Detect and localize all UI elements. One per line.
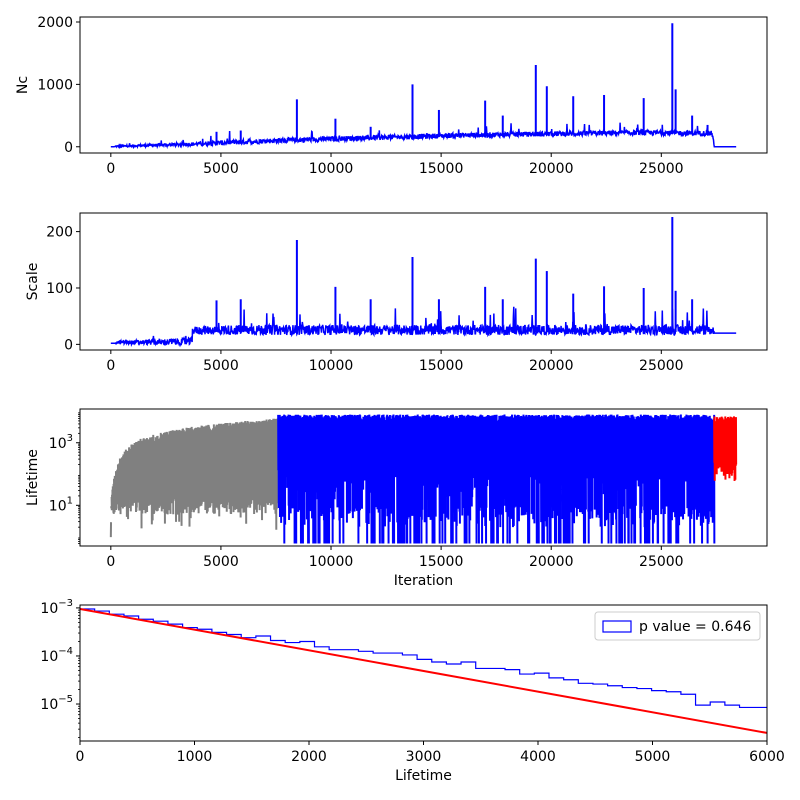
subplot-2: 0 5000 10000 15000 20000 25000 0 100 200 Scale [25,212,768,374]
y-tick-label: 10−3 [40,598,73,617]
y-axis-label: Lifetime [25,449,41,506]
x-tick-label: 15000 [419,358,464,374]
y-tick-label: 10−4 [40,646,73,665]
x-tick-label: 0 [106,161,115,177]
legend-box [594,611,761,641]
x-tick-label: 5000 [203,554,239,570]
axes-frame [79,16,768,154]
x-tick-label: 10000 [309,358,354,374]
y-tick-label: 101 [49,495,73,514]
x-tick-label: 0 [106,358,115,374]
plot-area [80,608,767,734]
plot-area [110,216,737,348]
x-tick-label: 25000 [639,161,684,177]
histogram-steps [80,608,767,709]
x-tick-label: 0 [106,554,115,570]
legend: p value = 0.646 [594,611,761,641]
y-tick-label: 0 [64,140,73,156]
y-axis-label: Nc [15,76,31,94]
x-tick-label: 25000 [639,554,684,570]
series-line [110,122,737,150]
x-tick-label: 6000 [749,749,785,765]
x-tick-label: 20000 [529,358,574,374]
y-axis-label: Scale [25,263,41,301]
x-tick-label: 0 [76,749,85,765]
subplot-1: 0 5000 10000 15000 20000 25000 0 1000 2000 Nc [15,15,768,177]
y-tick-label: 200 [46,225,73,241]
x-tick-label: 20000 [529,161,574,177]
x-tick-label: 20000 [529,554,574,570]
x-tick-label: 25000 [639,358,684,374]
y-tick-label: 100 [46,281,73,297]
subplot-4: 0 1000 2000 3000 4000 5000 6000 10−5 10−4 10−3 Lif… [40,598,785,784]
legend-label: p value = 0.646 [639,619,751,635]
x-tick-label: 10000 [309,161,354,177]
x-tick-label: 5000 [203,161,239,177]
y-tick-label: 10−5 [40,694,73,713]
plot-area [109,414,738,544]
fit-line [80,608,767,734]
lifetime-series-1 [109,418,280,538]
subplot-3: 0 5000 10000 15000 20000 25000 101 103 Lifetime I… [25,408,768,589]
y-tick-label: 0 [64,337,73,353]
legend-swatch [602,620,632,633]
series-line [110,306,737,348]
x-tick-label: 1000 [177,749,213,765]
y-tick-label: 2000 [37,15,73,31]
y-tick-label: 1000 [37,77,73,93]
plot-area [110,23,737,150]
y-tick-label: 103 [49,433,73,452]
x-tick-label: 3000 [406,749,442,765]
axes-frame [79,212,768,351]
x-tick-label: 10000 [309,554,354,570]
x-tick-label: 15000 [419,554,464,570]
x-tick-label: 4000 [520,749,556,765]
lifetime-series-3 [713,416,738,481]
x-tick-label: 15000 [419,161,464,177]
lifetime-series-2 [277,414,716,544]
x-tick-label: 2000 [291,749,327,765]
x-tick-label: 5000 [635,749,671,765]
x-axis-label: Lifetime [395,768,452,784]
x-axis-label: Iteration [394,573,453,589]
x-tick-label: 5000 [203,358,239,374]
axes-frame [79,408,768,547]
